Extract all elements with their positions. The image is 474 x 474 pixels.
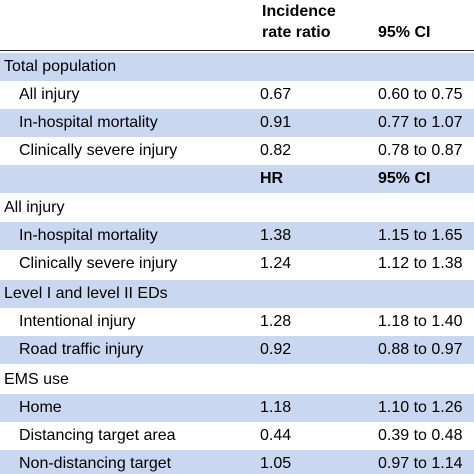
subheader-hr: HR <box>260 170 284 187</box>
table-row: Distancing target area 0.44 0.39 to 0.48 <box>0 422 474 450</box>
header-incidence: Incidence <box>262 3 336 20</box>
section-title-all-injury: All injury <box>0 194 474 222</box>
table-row: In-hospital mortality 1.38 1.15 to 1.65 <box>0 222 474 250</box>
subheader-95ci: 95% CI <box>378 170 431 187</box>
section-title-ems: EMS use <box>0 366 474 394</box>
table-row: Clinically severe injury 0.82 0.78 to 0.… <box>0 137 474 165</box>
header-rule <box>0 50 474 51</box>
section-title-level: Level I and level II EDs <box>0 280 474 308</box>
table-row: In-hospital mortality 0.91 0.77 to 1.07 <box>0 109 474 137</box>
table-row: Home 1.18 1.10 to 1.26 <box>0 394 474 422</box>
table-row: Road traffic injury 0.92 0.88 to 0.97 <box>0 336 474 364</box>
section-title-total: Total population <box>0 53 474 81</box>
subheader-row: HR 95% CI <box>0 165 474 193</box>
table-row: Non-distancing target 1.05 0.97 to 1.14 <box>0 450 474 474</box>
table-row: Clinically severe injury 1.24 1.12 to 1.… <box>0 250 474 278</box>
header-rate-ratio: rate ratio <box>262 24 331 41</box>
table-row: All injury 0.67 0.60 to 0.75 <box>0 81 474 109</box>
table-row: Intentional injury 1.28 1.18 to 1.40 <box>0 308 474 336</box>
table-header: Incidence rate ratio 95% CI <box>0 0 474 47</box>
header-95ci: 95% CI <box>378 24 431 41</box>
